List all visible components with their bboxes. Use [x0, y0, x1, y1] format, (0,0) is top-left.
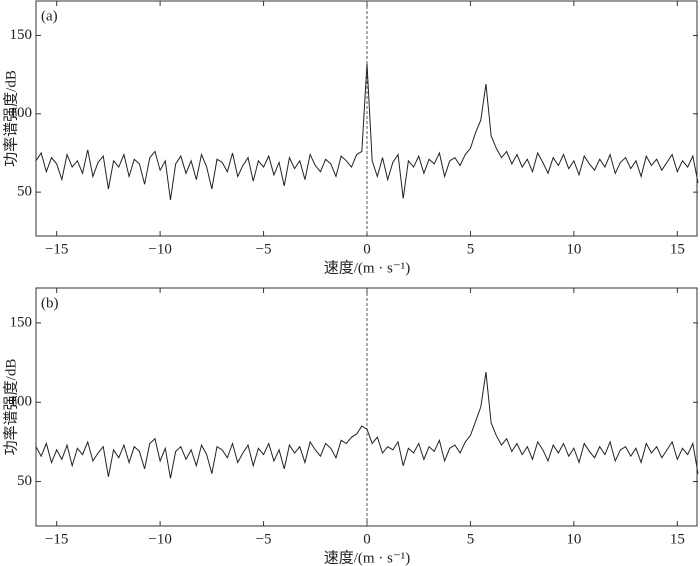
x-tick-label: 15: [670, 241, 685, 257]
x-tick-label: 10: [566, 531, 581, 547]
x-tick-label: −5: [256, 531, 272, 547]
x-tick-label: 5: [467, 241, 475, 257]
x-tick-label: −10: [148, 241, 171, 257]
x-tick-label: −15: [45, 241, 68, 257]
x-tick-label: 10: [566, 241, 581, 257]
x-tick-label: 5: [467, 531, 475, 547]
panel-label: (b): [41, 295, 59, 311]
x-axis-label: 速度/(m · s⁻¹): [324, 259, 411, 276]
data-line: [35, 372, 699, 479]
x-tick-label: 0: [363, 531, 371, 547]
panel-label: (a): [41, 8, 58, 24]
x-tick-label: 15: [670, 531, 685, 547]
x-tick-label: −15: [45, 531, 68, 547]
y-tick-label: 50: [17, 184, 32, 200]
y-tick-label: 150: [10, 27, 33, 43]
x-tick-label: −10: [148, 531, 171, 547]
x-tick-label: −5: [256, 241, 272, 257]
plot-frame: [35, 287, 698, 527]
x-tick-label: 0: [363, 241, 371, 257]
x-axis-label: 速度/(m · s⁻¹): [324, 549, 411, 566]
data-line: [35, 63, 699, 201]
y-axis-label: 功率谱强度/dB: [2, 70, 19, 167]
y-tick-label: 150: [10, 314, 33, 330]
y-tick-label: 50: [17, 473, 32, 489]
y-tick-label: 100: [10, 394, 33, 410]
plot-frame: [35, 0, 698, 237]
y-tick-label: 100: [10, 105, 33, 121]
y-axis-label: 功率谱强度/dB: [2, 359, 19, 456]
